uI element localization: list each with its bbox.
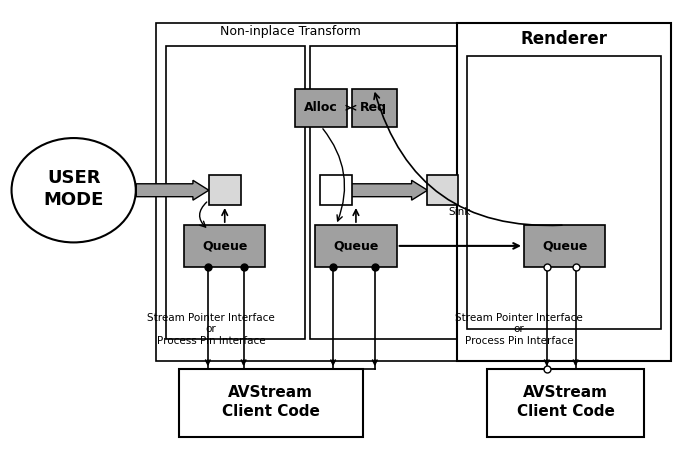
FancyBboxPatch shape [166, 46, 305, 339]
Polygon shape [136, 181, 209, 200]
Text: Renderer: Renderer [520, 30, 607, 48]
Text: Non-inplace Transform: Non-inplace Transform [220, 25, 361, 38]
FancyBboxPatch shape [467, 56, 661, 329]
Text: Client Code: Client Code [517, 404, 614, 420]
Text: AVStream: AVStream [523, 384, 608, 399]
FancyBboxPatch shape [315, 225, 397, 267]
Text: Sink: Sink [448, 207, 471, 217]
FancyBboxPatch shape [524, 225, 605, 267]
Text: Queue: Queue [333, 239, 379, 252]
FancyBboxPatch shape [179, 369, 363, 437]
FancyBboxPatch shape [457, 23, 671, 361]
Text: Alloc: Alloc [304, 101, 338, 114]
Text: AVStream: AVStream [228, 384, 313, 399]
Polygon shape [335, 181, 428, 200]
FancyBboxPatch shape [352, 89, 397, 127]
FancyBboxPatch shape [156, 23, 489, 361]
Text: Client Code: Client Code [222, 404, 319, 420]
Text: Queue: Queue [542, 239, 587, 252]
FancyBboxPatch shape [184, 225, 265, 267]
FancyBboxPatch shape [209, 175, 240, 205]
Text: USER: USER [47, 169, 100, 187]
FancyBboxPatch shape [320, 175, 352, 205]
Text: Req: Req [360, 101, 388, 114]
FancyBboxPatch shape [426, 175, 458, 205]
Text: Queue: Queue [202, 239, 247, 252]
FancyBboxPatch shape [487, 369, 644, 437]
Ellipse shape [12, 138, 136, 242]
FancyBboxPatch shape [310, 46, 484, 339]
Text: Stream Pointer Interface
or
Process Pin Interface: Stream Pointer Interface or Process Pin … [455, 313, 583, 346]
Text: Stream Pointer Interface
or
Process Pin Interface: Stream Pointer Interface or Process Pin … [147, 313, 275, 346]
Text: MODE: MODE [44, 191, 104, 209]
FancyBboxPatch shape [295, 89, 347, 127]
